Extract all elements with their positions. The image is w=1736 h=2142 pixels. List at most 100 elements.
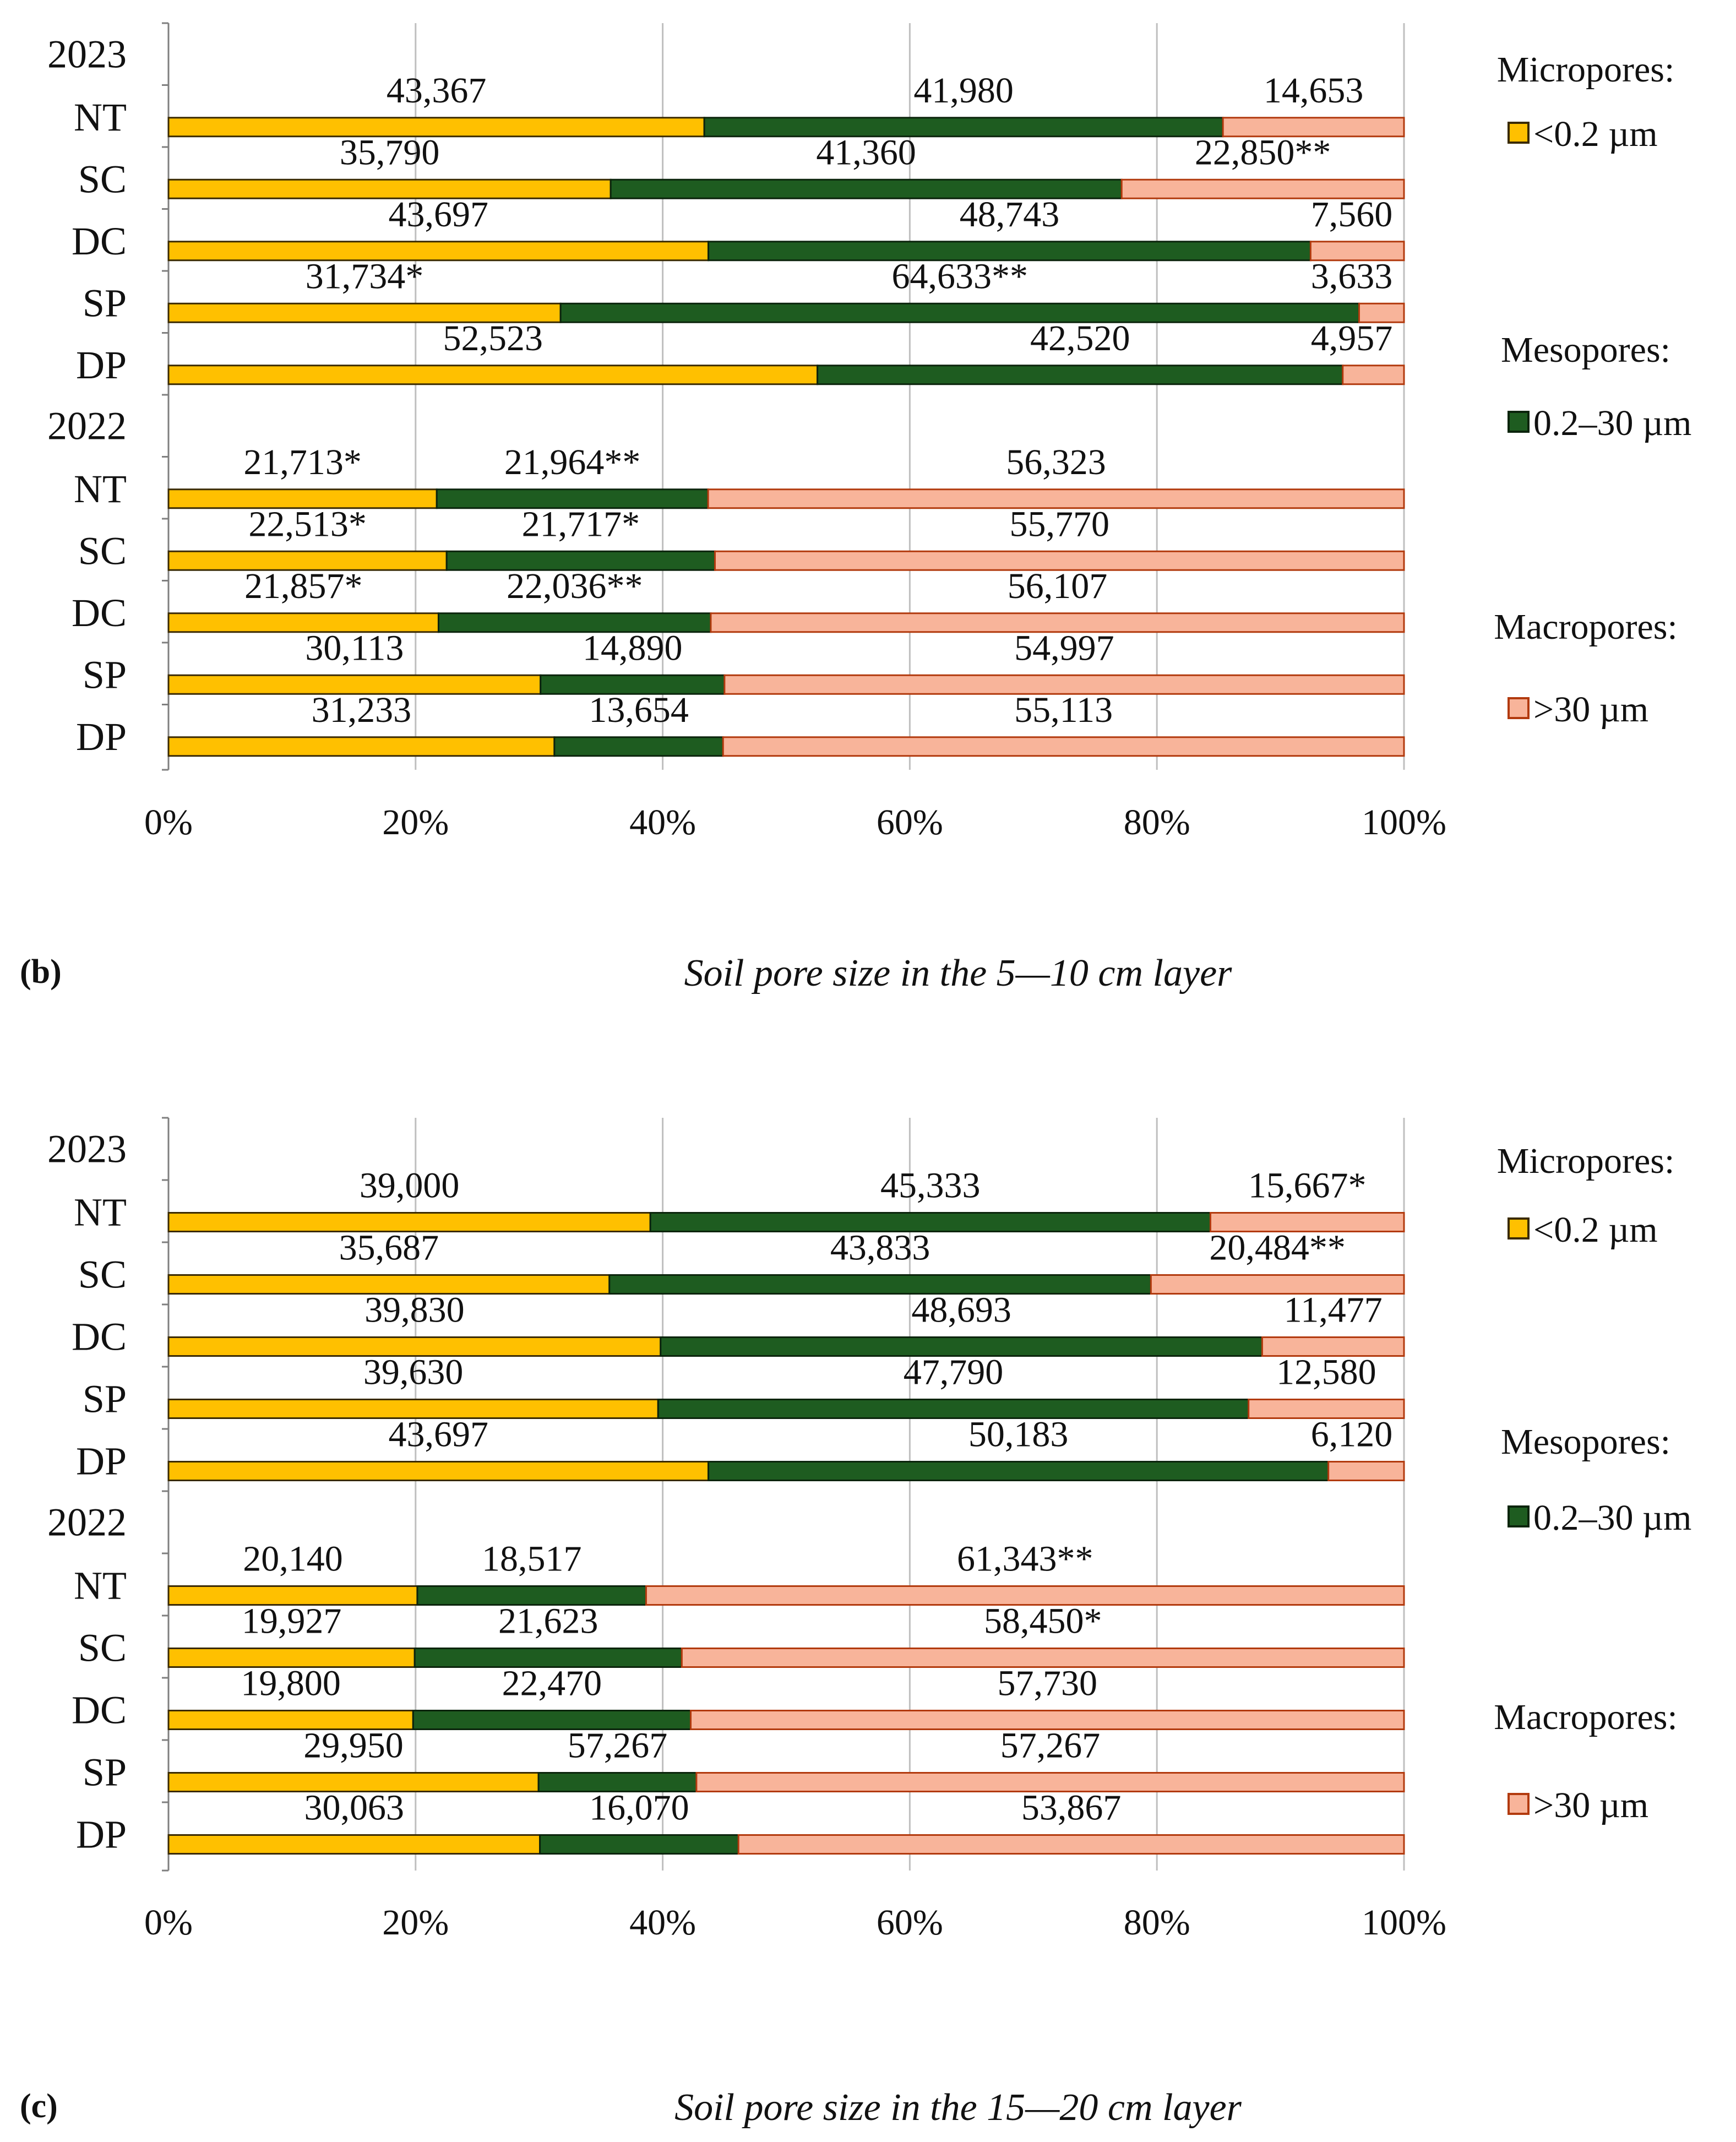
data-label-macro-2023-SP: 3,633: [1311, 256, 1393, 296]
data-label-macro-2023-SP: 12,580: [1276, 1352, 1376, 1393]
data-label-meso-2022-DC: 22,470: [502, 1663, 602, 1704]
bar-meso-2023-DP: [708, 1461, 1330, 1481]
data-label-micro-2023-SC: 35,687: [339, 1228, 439, 1268]
bar-macro-2023-DC: [1261, 1336, 1405, 1357]
data-label-meso-2022-NT: 18,517: [482, 1539, 582, 1579]
data-label-micro-2022-NT: 20,140: [243, 1539, 343, 1579]
category-label-2022-DC: DC: [72, 591, 127, 635]
x-tick-label: 40%: [629, 1902, 696, 1943]
bar-micro-2023-DC: [167, 241, 710, 262]
data-label-micro-2022-NT: 21,713*: [243, 442, 362, 482]
bar-macro-2022-NT: [645, 1585, 1405, 1606]
bar-meso-2023-DP: [817, 365, 1344, 385]
bar-micro-2022-SP: [167, 1772, 540, 1792]
category-label-2023-SP: SP: [83, 1377, 127, 1421]
x-tick-label: 20%: [382, 1902, 449, 1943]
data-label-meso-2023-DC: 48,743: [960, 194, 1060, 235]
bar-macro-2023-DC: [1309, 241, 1405, 262]
data-label-meso-2023-SC: 41,360: [816, 132, 916, 172]
bar-micro-2023-NT: [167, 1212, 651, 1232]
data-label-micro-2022-SC: 22,513*: [248, 504, 367, 544]
data-label-macro-2023-SC: 20,484**: [1209, 1228, 1346, 1268]
data-label-meso-2023-NT: 45,333: [880, 1166, 981, 1206]
bar-micro-2022-DC: [167, 1710, 414, 1730]
bar-macro-2022-DC: [690, 1710, 1405, 1730]
data-label-meso-2023-NT: 41,980: [913, 70, 1014, 111]
legend-meso-range: 0.2–30 µm: [1533, 403, 1691, 443]
data-label-micro-2022-SP: 29,950: [303, 1726, 404, 1766]
data-label-macro-2022-DC: 57,730: [998, 1663, 1098, 1704]
legend-micro-range: <0.2 µm: [1533, 1210, 1658, 1250]
category-label-2023-NT: NT: [74, 1190, 127, 1235]
bar-macro-2023-SC: [1120, 178, 1405, 199]
x-tick-label: 60%: [877, 1902, 943, 1943]
chart-panel-c: 2023 NT 39,000 45,333 15,667* SC 35,687 43,833 2…: [20, 1117, 1691, 2129]
data-label-micro-2023-DP: 52,523: [443, 318, 543, 358]
category-label-2022-DP: DP: [76, 715, 127, 759]
panel-label: (b): [20, 953, 62, 991]
category-label-2022-SP: SP: [83, 653, 127, 697]
category-label-2022-SC: SC: [78, 529, 127, 573]
legend: Micropores: <0.2 µm Mesopores: 0.2–30 µm Mac…: [1494, 50, 1691, 730]
data-label-micro-2022-DP: 30,063: [304, 1788, 405, 1828]
x-tick-label: 0%: [144, 802, 193, 842]
data-label-micro-2023-DP: 43,697: [389, 1415, 489, 1455]
data-label-macro-2022-SP: 54,997: [1014, 628, 1114, 668]
data-label-meso-2022-SC: 21,717*: [522, 504, 640, 544]
data-label-macro-2022-NT: 56,323: [1006, 442, 1106, 482]
x-tick-label: 20%: [382, 802, 449, 842]
data-label-macro-2022-SC: 55,770: [1010, 504, 1110, 544]
category-label-2023-SC: SC: [78, 157, 127, 201]
bar-macro-2023-DP: [1327, 1461, 1405, 1481]
legend-meso-title: Mesopores:: [1501, 330, 1670, 370]
category-label-2022-DC: DC: [72, 1688, 127, 1732]
data-label-meso-2022-DP: 16,070: [589, 1788, 689, 1828]
bar-micro-2023-SP: [167, 1399, 659, 1419]
category-label-2022-DP: DP: [76, 1813, 127, 1857]
data-label-macro-2023-DC: 7,560: [1311, 194, 1393, 235]
data-label-macro-2022-DC: 56,107: [1008, 566, 1108, 606]
bar-macro-2023-NT: [1222, 117, 1405, 138]
bar-meso-2023-NT: [703, 117, 1224, 138]
legend-meso-swatch: [1508, 1505, 1530, 1527]
x-tick-label: 0%: [144, 1902, 193, 1943]
bar-macro-2022-SP: [723, 674, 1405, 695]
bar-macro-2023-DP: [1342, 365, 1405, 385]
data-label-micro-2023-SP: 39,630: [363, 1352, 464, 1393]
chart-panel-b: 2023 NT 43,367 41,980 14,653 SC 35,790 41,360 22…: [20, 22, 1691, 994]
bar-micro-2022-DC: [167, 612, 439, 633]
bar-meso-2022-SP: [537, 1772, 698, 1792]
bar-micro-2023-SC: [167, 178, 612, 199]
data-label-micro-2023-NT: 43,367: [387, 70, 487, 111]
legend: Micropores: <0.2 µm Mesopores: 0.2–30 µm Mac…: [1494, 1141, 1691, 1825]
legend-macro-title: Macropores:: [1494, 607, 1678, 647]
data-label-macro-2022-DP: 53,867: [1021, 1788, 1122, 1828]
bar-micro-2023-DP: [167, 365, 819, 385]
data-label-micro-2022-SC: 19,927: [242, 1601, 342, 1641]
category-label-2023-DC: DC: [72, 1315, 127, 1359]
bar-meso-2023-SP: [559, 302, 1360, 323]
category-label-2022-NT: NT: [74, 467, 127, 511]
legend-macro-swatch: [1508, 1793, 1530, 1815]
data-label-macro-2023-SC: 22,850**: [1195, 132, 1331, 172]
bar-micro-2022-NT: [167, 1585, 418, 1606]
bar-macro-2023-SP: [1248, 1399, 1405, 1419]
category-label-2022-SP: SP: [83, 1750, 127, 1795]
data-label-meso-2022-SP: 57,267: [568, 1726, 668, 1766]
data-label-meso-2022-SC: 21,623: [498, 1601, 598, 1641]
legend-micro-title: Micropores:: [1497, 1141, 1675, 1181]
data-label-meso-2022-SP: 14,890: [583, 628, 683, 668]
category-label-2023-DC: DC: [72, 219, 127, 263]
bar-meso-2023-SP: [657, 1399, 1250, 1419]
year-label-2023: 2023: [47, 32, 127, 76]
data-label-macro-2023-NT: 14,653: [1264, 70, 1364, 111]
x-tick-label: 80%: [1124, 1902, 1190, 1943]
data-label-macro-2022-NT: 61,343**: [957, 1539, 1093, 1579]
bar-micro-2022-SC: [167, 1648, 416, 1668]
data-label-macro-2022-DP: 55,113: [1014, 690, 1113, 730]
data-label-meso-2023-SP: 47,790: [904, 1352, 1004, 1393]
bar-micro-2022-DP: [167, 736, 556, 757]
bar-macro-2022-SP: [695, 1772, 1405, 1792]
data-label-micro-2023-DC: 39,830: [364, 1290, 465, 1330]
legend-micro-swatch: [1508, 122, 1530, 144]
